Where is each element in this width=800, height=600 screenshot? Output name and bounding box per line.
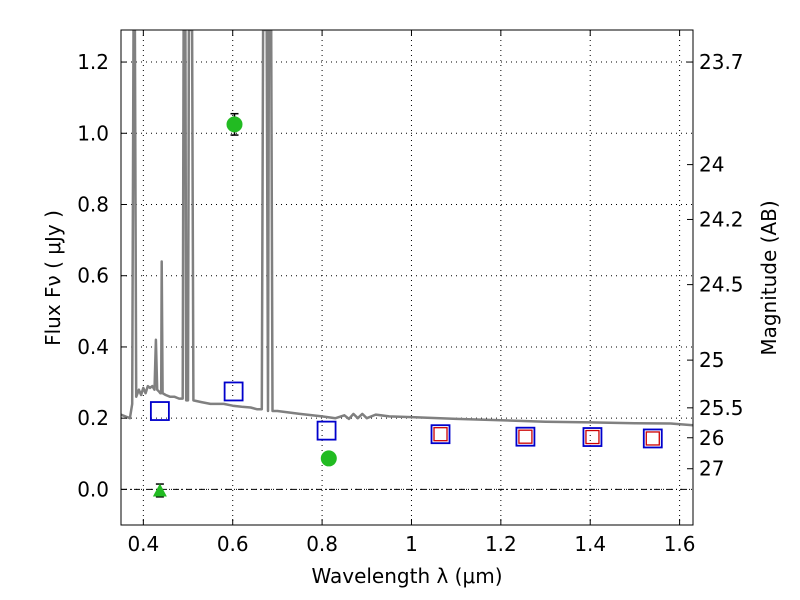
x-tick-label: 1 — [405, 532, 418, 556]
right-tick-label: 27 — [699, 457, 724, 481]
y-tick-label: 0.2 — [77, 406, 109, 430]
right-tick-label: 26 — [699, 426, 724, 450]
square-marker — [223, 381, 244, 402]
y-axis-title: Flux Fν ( μJy ) — [41, 210, 65, 346]
x-tick-label: 1.4 — [574, 532, 606, 556]
square-marker — [582, 427, 603, 447]
tick-labels-layer: 0.4 0.6 0.8 1 1.2 1.4 1.6 0.0 0.2 0.4 0.6 0.8 1.0 1.2… — [77, 50, 743, 556]
square-marker — [430, 424, 451, 445]
y-tick-label: 0.0 — [77, 477, 109, 501]
square-marker — [642, 428, 663, 449]
triangle-marker — [152, 483, 167, 497]
x-tick-label: 0.4 — [127, 532, 159, 556]
spectrum-line — [121, 30, 693, 427]
right-tick-label: 23.7 — [699, 50, 744, 74]
square-marker — [149, 401, 170, 421]
small-square-marker — [433, 427, 448, 442]
square-marker — [515, 426, 536, 447]
x-tick-label: 0.6 — [217, 532, 249, 556]
small-square-marker — [518, 429, 533, 444]
plot-frame — [120, 29, 694, 526]
spectrum-layer — [121, 30, 693, 427]
right-tick-label: 25.5 — [699, 396, 744, 420]
y-tick-label: 1.2 — [77, 50, 109, 74]
small-square-marker — [645, 431, 660, 446]
right-axis-title: Magnitude (AB) — [757, 200, 781, 355]
x-axis-title: Wavelength λ (μm) — [311, 564, 502, 588]
y-tick-label: 0.8 — [77, 192, 109, 216]
small-square-marker — [585, 429, 600, 445]
square-marker — [316, 420, 337, 441]
x-tick-label: 1.6 — [664, 532, 696, 556]
markers-layer — [149, 112, 663, 498]
circle-marker — [226, 116, 243, 133]
y-tick-label: 1.0 — [77, 121, 109, 145]
x-tick-label: 0.8 — [306, 532, 338, 556]
plot-background — [121, 30, 693, 525]
y-tick-label: 0.6 — [77, 264, 109, 288]
right-tick-label: 24.2 — [699, 207, 744, 231]
ticks-layer — [121, 30, 693, 525]
right-tick-label: 24 — [699, 153, 724, 177]
right-tick-label: 25 — [699, 348, 724, 372]
y-tick-label: 0.4 — [77, 335, 109, 359]
x-tick-label: 1.2 — [485, 532, 517, 556]
right-tick-label: 24.5 — [699, 273, 744, 297]
circle-marker — [320, 450, 337, 467]
